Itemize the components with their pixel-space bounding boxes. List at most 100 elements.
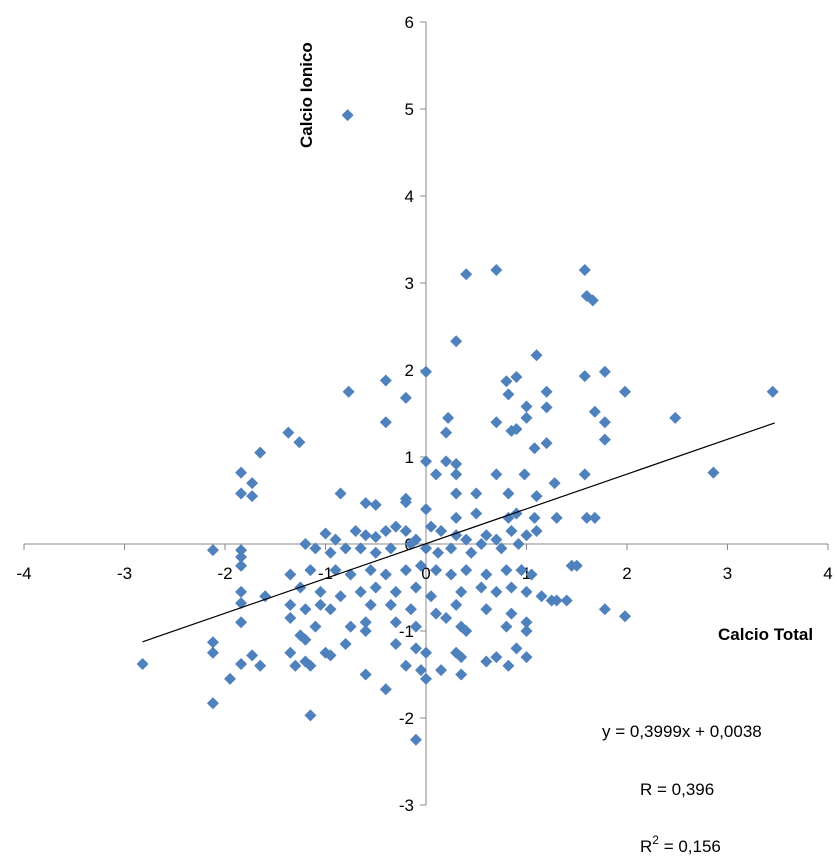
data-point — [490, 263, 503, 276]
data-point — [379, 683, 392, 696]
data-point — [359, 616, 372, 629]
data-point — [588, 511, 601, 524]
data-point — [342, 385, 355, 398]
data-point — [289, 659, 302, 672]
data-point — [339, 638, 352, 651]
data-point — [475, 581, 488, 594]
data-point — [235, 585, 248, 598]
data-point — [404, 603, 417, 616]
data-point — [359, 668, 372, 681]
data-point — [618, 385, 631, 398]
data-point — [314, 585, 327, 598]
r-value: R = 0,396 — [640, 780, 714, 799]
data-point — [455, 585, 468, 598]
data-point — [420, 672, 432, 685]
data-point — [384, 542, 397, 555]
data-point — [578, 468, 591, 481]
data-point — [389, 638, 402, 651]
data-point — [224, 672, 237, 685]
data-point — [299, 603, 312, 616]
data-point — [470, 507, 483, 520]
r-squared-prefix: R — [640, 837, 652, 856]
data-point — [550, 594, 563, 607]
data-point — [299, 655, 312, 668]
data-point — [440, 426, 453, 439]
data-point — [480, 603, 493, 616]
data-point — [430, 607, 443, 620]
data-point — [540, 385, 553, 398]
data-point — [349, 524, 362, 537]
data-point — [588, 405, 601, 418]
data-point — [460, 268, 473, 281]
data-point — [450, 335, 463, 348]
data-point — [510, 507, 523, 520]
data-point — [548, 477, 561, 490]
data-point — [520, 625, 533, 637]
data-point — [420, 503, 432, 516]
data-point — [510, 423, 523, 436]
x-tick-label: -3 — [117, 564, 132, 583]
data-point — [235, 658, 248, 671]
data-point — [530, 349, 543, 362]
data-point — [299, 633, 312, 646]
data-point — [430, 468, 443, 481]
data-point — [470, 487, 483, 500]
data-point — [246, 490, 259, 503]
data-point — [324, 603, 337, 616]
y-tick-label: 1 — [405, 448, 414, 467]
data-point — [510, 370, 523, 383]
x-tick-label: 3 — [723, 564, 732, 583]
data-point — [299, 538, 312, 550]
data-points — [136, 109, 779, 746]
data-point — [206, 697, 219, 710]
data-point — [339, 542, 352, 555]
data-point — [369, 498, 382, 511]
data-point — [384, 598, 397, 611]
data-point — [344, 568, 357, 581]
data-point — [341, 109, 354, 122]
data-point — [359, 497, 372, 510]
data-point — [535, 590, 548, 603]
y-tick-label: 4 — [405, 187, 414, 206]
data-point — [136, 658, 149, 671]
data-point — [432, 546, 445, 559]
x-tick-label: 0 — [421, 564, 430, 583]
data-point — [404, 538, 417, 550]
data-point — [502, 659, 515, 672]
data-point — [284, 568, 297, 581]
x-tick-label: -4 — [16, 564, 31, 583]
y-axis-title: Calcio Ionico — [297, 42, 316, 148]
data-point — [766, 385, 779, 398]
data-point — [399, 492, 412, 505]
data-point — [598, 365, 611, 378]
data-point — [254, 446, 267, 459]
data-point — [505, 607, 518, 620]
data-point — [409, 620, 422, 633]
data-point — [540, 437, 553, 450]
y-tick-label: 6 — [405, 13, 414, 32]
data-point — [490, 468, 503, 481]
data-point — [420, 365, 432, 378]
data-point — [475, 538, 488, 550]
data-point — [420, 646, 432, 659]
data-point — [502, 487, 515, 500]
data-point — [445, 568, 458, 581]
data-point — [480, 568, 493, 581]
data-point — [530, 490, 543, 503]
data-point — [500, 375, 513, 388]
y-tick-label: 5 — [405, 100, 414, 119]
data-point — [254, 659, 267, 672]
data-point — [490, 533, 503, 546]
data-point — [235, 466, 248, 479]
trendline — [142, 422, 775, 643]
data-point — [520, 651, 533, 664]
data-point — [206, 544, 219, 557]
data-point — [570, 559, 583, 572]
data-point — [359, 625, 372, 637]
data-point — [206, 636, 219, 649]
data-point — [329, 533, 342, 546]
data-point — [460, 625, 473, 637]
data-point — [450, 598, 463, 611]
data-point — [369, 546, 382, 559]
